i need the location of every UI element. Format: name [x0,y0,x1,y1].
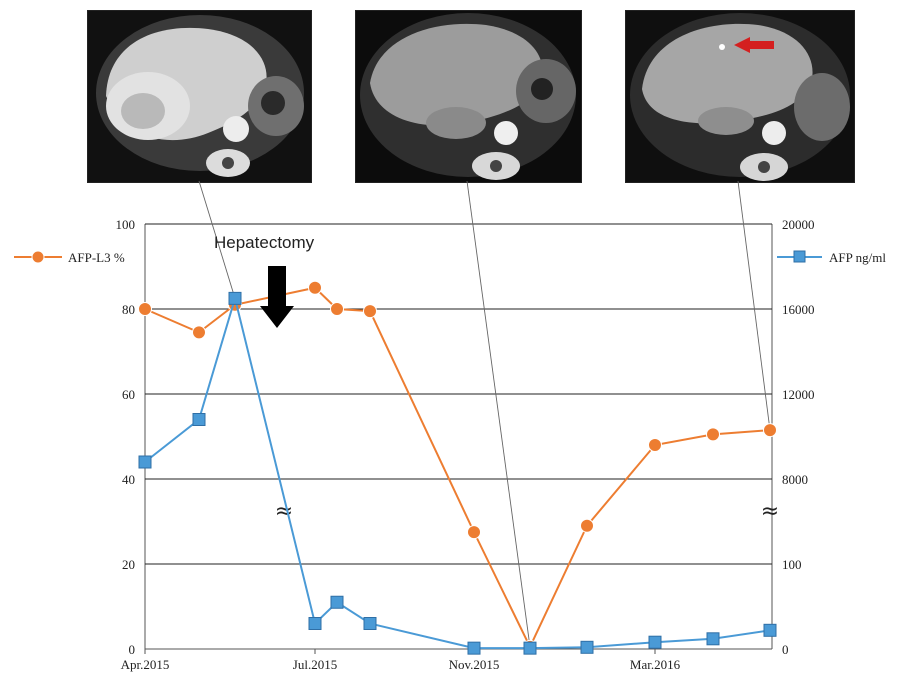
connector-line [198,180,236,299]
right-tick-label: 16000 [782,302,815,317]
data-point-afp [580,640,594,654]
data-point-afp [228,291,242,305]
x-axis-tick-labels: Apr.2015 Jul.2015 Nov.2015 Mar.2016 [121,649,681,672]
right-tick-label: 12000 [782,387,815,402]
data-point-afp-l3 [330,302,344,316]
data-point-afp [308,617,322,630]
data-point-afp [138,455,152,469]
hepatectomy-arrow-icon [260,266,294,328]
data-point-afp-l3 [580,518,594,533]
hepatectomy-label: Hepatectomy [214,233,315,252]
left-tick-label: 60 [122,387,135,402]
ct-scan-image-2 [355,10,582,183]
right-tick-label: 20000 [782,217,815,232]
left-tick-label: 0 [129,642,136,657]
image-connector-lines [198,180,771,647]
data-point-afp [467,641,481,655]
data-point-afp-l3 [706,427,720,442]
connector-line [466,180,531,647]
data-point-afp-l3 [192,325,206,340]
connector-line [737,180,771,431]
data-point-afp [648,635,662,649]
right-axis-tick-labels: 0 100 8000 12000 16000 20000 [782,217,815,657]
series-line-afp [144,294,771,650]
data-point-afp-l3 [138,302,152,316]
series-line-afp-l3 [144,286,771,650]
data-point-afp [763,623,777,637]
x-tick-label: Nov.2015 [449,657,500,672]
right-tick-label: 100 [782,557,802,572]
data-point-afp [363,617,377,630]
left-tick-label: 100 [116,217,136,232]
right-tick-label: 0 [782,642,789,657]
data-point-afp [706,632,720,646]
data-point-afp-l3 [308,280,322,295]
x-tick-label: Mar.2016 [630,657,681,672]
grid-lines [145,223,772,650]
data-point-afp [330,595,344,609]
ct-scan-image-3 [625,10,855,183]
series-layer [138,280,777,655]
x-tick-label: Apr.2015 [121,657,170,672]
legend-afp-l3: AFP-L3 % [14,250,125,265]
left-axis-tick-labels: 0 20 40 60 80 100 [116,217,136,657]
right-axis-break-symbol: ≈ [761,499,779,524]
data-point-afp-l3 [648,438,662,452]
data-point-afp [523,641,537,655]
legend-afp-l3-label: AFP-L3 % [68,250,125,265]
left-tick-label: 80 [122,302,135,317]
legend-afp-label: AFP ng/ml [829,250,886,265]
right-tick-label: 8000 [782,472,808,487]
x-tick-label: Jul.2015 [293,657,337,672]
legend-afp: AFP ng/ml [777,250,886,265]
data-point-afp [192,413,206,426]
left-tick-label: 40 [122,472,135,487]
data-point-afp-l3 [763,423,777,438]
ct-scan-image-1 [87,10,312,183]
data-point-afp-l3 [467,525,481,540]
data-point-afp-l3 [363,304,377,319]
left-tick-label: 20 [122,557,135,572]
